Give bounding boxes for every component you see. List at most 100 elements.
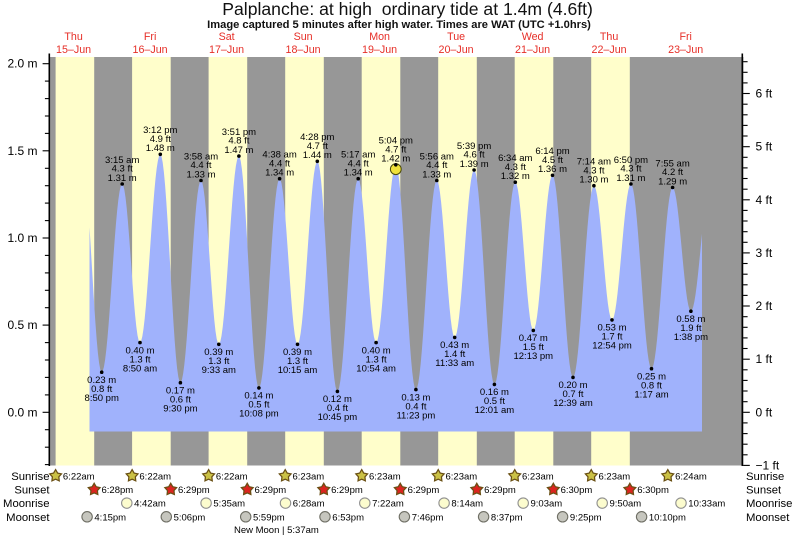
svg-text:4.3 ft: 4.3 ft	[583, 165, 604, 176]
svg-text:0.25 m: 0.25 m	[637, 372, 666, 383]
svg-text:11:33 am: 11:33 am	[435, 358, 474, 369]
svg-text:Sat: Sat	[219, 31, 235, 43]
svg-text:1.5 m: 1.5 m	[7, 144, 37, 158]
svg-text:1.9 ft: 1.9 ft	[680, 323, 701, 334]
svg-text:Thu: Thu	[600, 31, 618, 43]
svg-text:1.30 m: 1.30 m	[579, 175, 608, 186]
svg-text:6:29pm: 6:29pm	[178, 485, 210, 496]
svg-text:1.4 ft: 1.4 ft	[444, 349, 465, 360]
svg-text:12:13 pm: 12:13 pm	[513, 351, 553, 362]
svg-text:−1 ft: −1 ft	[756, 458, 780, 472]
svg-text:Moonset: Moonset	[746, 512, 790, 524]
svg-text:0.16 m: 0.16 m	[480, 387, 509, 398]
svg-text:6:24am: 6:24am	[675, 471, 707, 482]
svg-text:1.0 m: 1.0 m	[7, 231, 37, 245]
svg-text:0.20 m: 0.20 m	[558, 380, 587, 391]
svg-text:22–Jun: 22–Jun	[592, 44, 627, 56]
svg-text:4.8 ft: 4.8 ft	[228, 136, 249, 147]
svg-text:0.13 m: 0.13 m	[401, 392, 430, 403]
svg-text:12:54 pm: 12:54 pm	[592, 341, 632, 352]
svg-text:7:22am: 7:22am	[372, 499, 404, 510]
svg-text:1 ft: 1 ft	[756, 352, 773, 366]
svg-text:1.36 m: 1.36 m	[538, 164, 567, 175]
svg-text:1.31 m: 1.31 m	[108, 173, 137, 184]
svg-text:4.7 ft: 4.7 ft	[385, 144, 406, 155]
svg-text:New Moon | 5:37am: New Moon | 5:37am	[234, 525, 319, 536]
svg-text:1.48 m: 1.48 m	[146, 143, 175, 154]
svg-text:0.43 m: 0.43 m	[440, 340, 469, 351]
svg-text:16–Jun: 16–Jun	[133, 44, 168, 56]
svg-text:0.47 m: 0.47 m	[519, 333, 548, 344]
svg-text:6:28am: 6:28am	[293, 499, 325, 510]
svg-text:4.7 ft: 4.7 ft	[307, 141, 328, 152]
svg-text:1.34 m: 1.34 m	[344, 168, 373, 179]
svg-text:3:12 pm: 3:12 pm	[143, 125, 177, 136]
svg-text:1.34 m: 1.34 m	[265, 168, 294, 179]
svg-text:1.3 ft: 1.3 ft	[287, 356, 308, 367]
svg-text:Sun: Sun	[294, 31, 313, 43]
svg-text:10:10pm: 10:10pm	[649, 512, 686, 523]
svg-text:6:22am: 6:22am	[139, 471, 171, 482]
svg-text:6:14 pm: 6:14 pm	[535, 146, 569, 157]
svg-text:Palplanche: at high ordinary: Palplanche: at high ordinary tide at 1.4…	[222, 0, 593, 19]
svg-text:5 ft: 5 ft	[756, 140, 773, 154]
svg-text:0.12 m: 0.12 m	[323, 394, 352, 405]
svg-text:9:30 pm: 9:30 pm	[163, 404, 197, 415]
svg-text:4:42am: 4:42am	[134, 499, 166, 510]
svg-text:10:45 pm: 10:45 pm	[318, 412, 358, 423]
svg-text:Sunrise: Sunrise	[11, 471, 49, 483]
svg-text:10:15 am: 10:15 am	[278, 365, 318, 376]
svg-text:0 ft: 0 ft	[756, 405, 773, 419]
svg-text:11:23 pm: 11:23 pm	[396, 410, 435, 421]
svg-text:0.4 ft: 0.4 ft	[327, 403, 348, 414]
svg-text:6:30pm: 6:30pm	[561, 485, 593, 496]
svg-text:Thu: Thu	[64, 31, 82, 43]
svg-text:5:39 pm: 5:39 pm	[457, 141, 491, 152]
svg-text:2 ft: 2 ft	[756, 299, 773, 313]
svg-text:6:53pm: 6:53pm	[332, 512, 364, 523]
svg-text:4.2 ft: 4.2 ft	[662, 167, 683, 178]
svg-text:6:29pm: 6:29pm	[255, 485, 287, 496]
svg-text:Sunrise: Sunrise	[746, 471, 784, 483]
svg-text:4:38 am: 4:38 am	[262, 150, 296, 161]
svg-text:6:50 pm: 6:50 pm	[614, 155, 648, 166]
svg-text:9:33 am: 9:33 am	[202, 365, 236, 376]
svg-text:1.3 ft: 1.3 ft	[129, 354, 150, 365]
svg-text:4.4 ft: 4.4 ft	[348, 158, 369, 169]
svg-text:5:59pm: 5:59pm	[253, 512, 285, 523]
svg-text:Wed: Wed	[522, 31, 544, 43]
svg-text:Image captured 5 minutes after: Image captured 5 minutes after high wate…	[207, 19, 591, 31]
svg-text:10:33am: 10:33am	[688, 499, 725, 510]
svg-text:9:50am: 9:50am	[610, 499, 642, 510]
svg-text:5:35am: 5:35am	[213, 499, 245, 510]
svg-text:15–Jun: 15–Jun	[56, 44, 91, 56]
svg-text:3:58 am: 3:58 am	[184, 151, 218, 162]
svg-text:6:23am: 6:23am	[293, 471, 325, 482]
svg-text:7:46pm: 7:46pm	[412, 512, 444, 523]
svg-text:0.17 m: 0.17 m	[166, 386, 195, 397]
svg-text:0.40 m: 0.40 m	[125, 345, 154, 356]
svg-text:1.3 ft: 1.3 ft	[208, 356, 229, 367]
svg-text:6:34 am: 6:34 am	[498, 153, 532, 164]
svg-text:5:56 am: 5:56 am	[420, 151, 454, 162]
svg-text:0.8 ft: 0.8 ft	[91, 384, 112, 395]
svg-text:1.5 ft: 1.5 ft	[523, 342, 544, 353]
svg-text:4.4 ft: 4.4 ft	[426, 160, 447, 171]
svg-text:1.42 m: 1.42 m	[381, 154, 410, 165]
svg-text:1.33 m: 1.33 m	[186, 169, 215, 180]
svg-text:1.3 ft: 1.3 ft	[366, 354, 387, 365]
svg-text:4.3 ft: 4.3 ft	[620, 164, 641, 175]
svg-text:0.5 ft: 0.5 ft	[484, 396, 505, 407]
svg-text:0.5 m: 0.5 m	[7, 318, 37, 332]
svg-text:1:17 am: 1:17 am	[634, 390, 668, 401]
svg-text:Mon: Mon	[369, 31, 390, 43]
svg-text:5:04 pm: 5:04 pm	[379, 136, 413, 147]
svg-text:4:28 pm: 4:28 pm	[300, 132, 334, 143]
svg-text:1:38 pm: 1:38 pm	[674, 332, 708, 343]
svg-text:6 ft: 6 ft	[756, 87, 773, 101]
svg-text:18–Jun: 18–Jun	[286, 44, 321, 56]
svg-text:4:15pm: 4:15pm	[94, 512, 126, 523]
svg-text:6:22am: 6:22am	[63, 471, 95, 482]
svg-text:1.29 m: 1.29 m	[658, 176, 687, 187]
svg-text:1.44 m: 1.44 m	[303, 150, 332, 161]
